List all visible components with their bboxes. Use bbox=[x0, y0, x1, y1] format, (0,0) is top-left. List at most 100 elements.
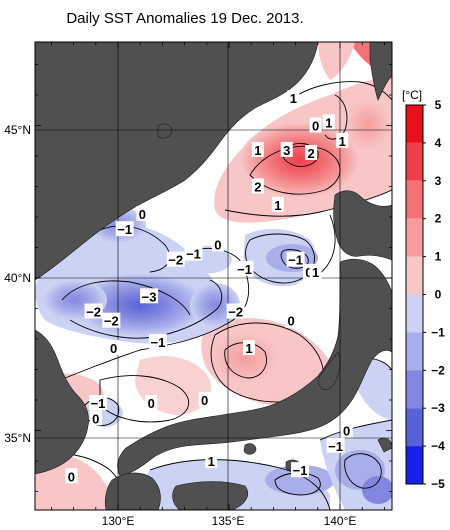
contour-label-bg bbox=[89, 410, 102, 426]
lat-label-40: 40°N bbox=[4, 271, 31, 285]
colorbar-tick-label: 3 bbox=[435, 174, 442, 188]
warm-core bbox=[240, 122, 360, 198]
contour-label-bg bbox=[184, 245, 203, 261]
contour-label-bg bbox=[280, 141, 293, 157]
lat-label-35: 35°N bbox=[4, 431, 31, 445]
contour-label: 1 bbox=[325, 115, 332, 130]
contour-label-bg bbox=[226, 303, 245, 319]
contour-label: 0 bbox=[148, 396, 155, 411]
contour-label: 1 bbox=[208, 454, 215, 469]
contour-label: 0 bbox=[305, 265, 312, 280]
contour-label: 1 bbox=[254, 143, 261, 158]
contour-label-bg bbox=[115, 221, 134, 237]
colorbar-segment bbox=[406, 294, 423, 333]
contour-label-bg bbox=[198, 392, 211, 407]
lat-label-45: 45°N bbox=[4, 123, 31, 137]
colorbar-segment bbox=[406, 332, 423, 371]
contour-label-bg bbox=[136, 205, 149, 221]
axis-ticks bbox=[35, 42, 392, 510]
contour-label: −1 bbox=[293, 463, 308, 478]
contour-label-bg bbox=[235, 260, 254, 276]
contour-label: 0 bbox=[312, 119, 319, 134]
contour-label: 1 bbox=[290, 91, 297, 106]
colorbar-tick-label: −4 bbox=[431, 439, 445, 453]
contour-label: 0 bbox=[110, 341, 117, 356]
colorbar-tick-label: 5 bbox=[435, 98, 442, 112]
contour-label: 1 bbox=[312, 265, 319, 280]
contour-label: −1 bbox=[288, 253, 303, 268]
colorbar-segment bbox=[406, 256, 423, 295]
contour-label: −1 bbox=[186, 247, 201, 262]
contour-label: 0 bbox=[68, 469, 75, 484]
colorbar-tick-label: −5 bbox=[431, 477, 445, 491]
contour-label: −2 bbox=[168, 253, 183, 268]
colorbar-tick-label: 2 bbox=[435, 212, 442, 226]
colorbar-tick-label: 4 bbox=[435, 136, 442, 150]
contour-label: −1 bbox=[151, 335, 166, 350]
contour-label: −2 bbox=[228, 305, 243, 320]
colorbar-tick-label: −2 bbox=[431, 363, 445, 377]
contour-label-bg bbox=[89, 395, 108, 411]
land-kyushu bbox=[104, 472, 161, 510]
contour-label: −3 bbox=[142, 289, 157, 304]
colorbar-tick-label: −3 bbox=[431, 401, 445, 415]
contour-label-bg bbox=[340, 422, 353, 438]
contour-label: 0 bbox=[201, 393, 208, 408]
contour-label: 1 bbox=[245, 341, 252, 356]
contour-label: 3 bbox=[283, 143, 290, 158]
colorbar-tick-label: −1 bbox=[431, 325, 445, 339]
lon-label-135: 135°E bbox=[212, 514, 245, 528]
colorbar-segment bbox=[406, 105, 423, 143]
colorbar-segment bbox=[406, 370, 423, 409]
contour-label: −1 bbox=[237, 262, 252, 277]
contour-label-bg bbox=[309, 263, 322, 279]
contour-label-bg bbox=[145, 395, 158, 411]
contour-label: 0 bbox=[288, 314, 295, 329]
land-sakhalin bbox=[369, 42, 392, 101]
colorbar-segment bbox=[406, 408, 423, 447]
colorbar-segment bbox=[406, 142, 423, 181]
map-title: Daily SST Anomalies 19 Dec. 2013. bbox=[66, 10, 304, 27]
contour-label-bg bbox=[287, 90, 300, 106]
contour-label: −1 bbox=[91, 396, 106, 411]
colorbar-segment bbox=[406, 446, 423, 484]
contour-label-bg bbox=[107, 340, 120, 356]
contour-label: 0 bbox=[214, 237, 221, 252]
contour-label-bg bbox=[251, 178, 264, 194]
contour-label-bg bbox=[336, 132, 349, 148]
contour-label: −2 bbox=[104, 314, 119, 329]
colorbar: 5 4 3 2 1 0 −1 −2 −3 −4 −5 bbox=[405, 98, 445, 491]
contour-label-bg bbox=[326, 437, 345, 453]
land-hokkaido bbox=[333, 190, 392, 261]
contour-label-bg bbox=[322, 114, 335, 130]
contour-label: 0 bbox=[139, 207, 146, 222]
contour-label-bg bbox=[84, 303, 103, 319]
contour-label-bg bbox=[140, 288, 159, 304]
contour-label-bg bbox=[286, 251, 305, 267]
contour-label: −1 bbox=[328, 439, 343, 454]
contour-label: 0 bbox=[92, 411, 99, 426]
contour-label: 1 bbox=[274, 198, 281, 213]
contour-label-bg bbox=[251, 141, 264, 157]
colorbar-tick-label: 0 bbox=[435, 288, 442, 302]
colorbar-unit: [°C] bbox=[402, 88, 422, 102]
colorbar-segment bbox=[406, 180, 423, 219]
land-asia bbox=[35, 42, 319, 281]
lon-label-140: 140°E bbox=[324, 514, 357, 528]
land-honshu bbox=[117, 258, 392, 477]
contour-label-bg bbox=[65, 468, 78, 484]
contour-label-bg bbox=[305, 144, 318, 160]
contour-label-bg bbox=[205, 453, 218, 468]
contour-label-bg bbox=[291, 462, 310, 478]
lon-label-130: 130°E bbox=[102, 514, 135, 528]
contour-label: 2 bbox=[308, 146, 315, 161]
contour-label-bg bbox=[166, 251, 185, 267]
contour-label: 1 bbox=[339, 134, 346, 149]
colorbar-segment bbox=[406, 218, 423, 257]
contour-label: −2 bbox=[86, 305, 101, 320]
colorbar-tick-label: 1 bbox=[435, 250, 442, 264]
contour-label-bg bbox=[309, 117, 322, 133]
contour-label-bg bbox=[242, 340, 255, 356]
contour-label-bg bbox=[271, 196, 284, 212]
